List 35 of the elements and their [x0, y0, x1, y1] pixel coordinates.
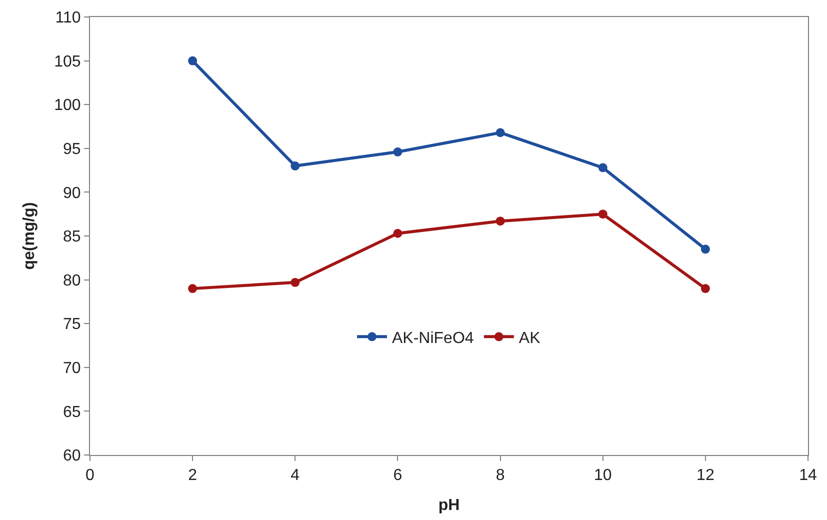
- y-tick-label: 60: [63, 448, 81, 465]
- x-tick-label: 6: [393, 467, 402, 484]
- y-axis-title: qe(mg/g): [20, 202, 38, 270]
- y-tick-label: 100: [54, 97, 81, 114]
- point: [290, 161, 300, 170]
- x-tick-label: 10: [594, 467, 612, 484]
- x-tick-label: 12: [696, 467, 714, 484]
- legend-label: AK-NiFeO4: [392, 330, 474, 347]
- point: [188, 56, 198, 66]
- y-tick-label: 95: [63, 141, 81, 158]
- point: [700, 284, 710, 294]
- point: [496, 128, 505, 138]
- point: [700, 244, 710, 254]
- y-tick-label: 105: [54, 53, 81, 70]
- y-tick-label: 90: [63, 184, 81, 202]
- point: [188, 284, 198, 294]
- point: [393, 147, 402, 156]
- x-tick-label: 14: [799, 467, 817, 484]
- legend-label: AK: [518, 330, 541, 347]
- x-tick-label: 0: [86, 467, 95, 484]
- x-axis-title: pH: [438, 496, 460, 514]
- point: [598, 210, 608, 219]
- y-tick-label: 80: [63, 272, 81, 290]
- point: [496, 216, 505, 226]
- x-tick-label: 4: [290, 467, 300, 484]
- y-tick-label: 65: [63, 404, 81, 421]
- x-tick-label: 8: [496, 467, 505, 484]
- y-tick-label: 70: [63, 360, 81, 377]
- point: [290, 278, 300, 287]
- y-tick-label: 85: [63, 228, 81, 246]
- x-tick-label: 2: [188, 467, 198, 484]
- y-tick-label: 110: [55, 10, 81, 27]
- point: [598, 163, 608, 172]
- point: [393, 228, 402, 238]
- y-tick-label: 75: [63, 316, 81, 334]
